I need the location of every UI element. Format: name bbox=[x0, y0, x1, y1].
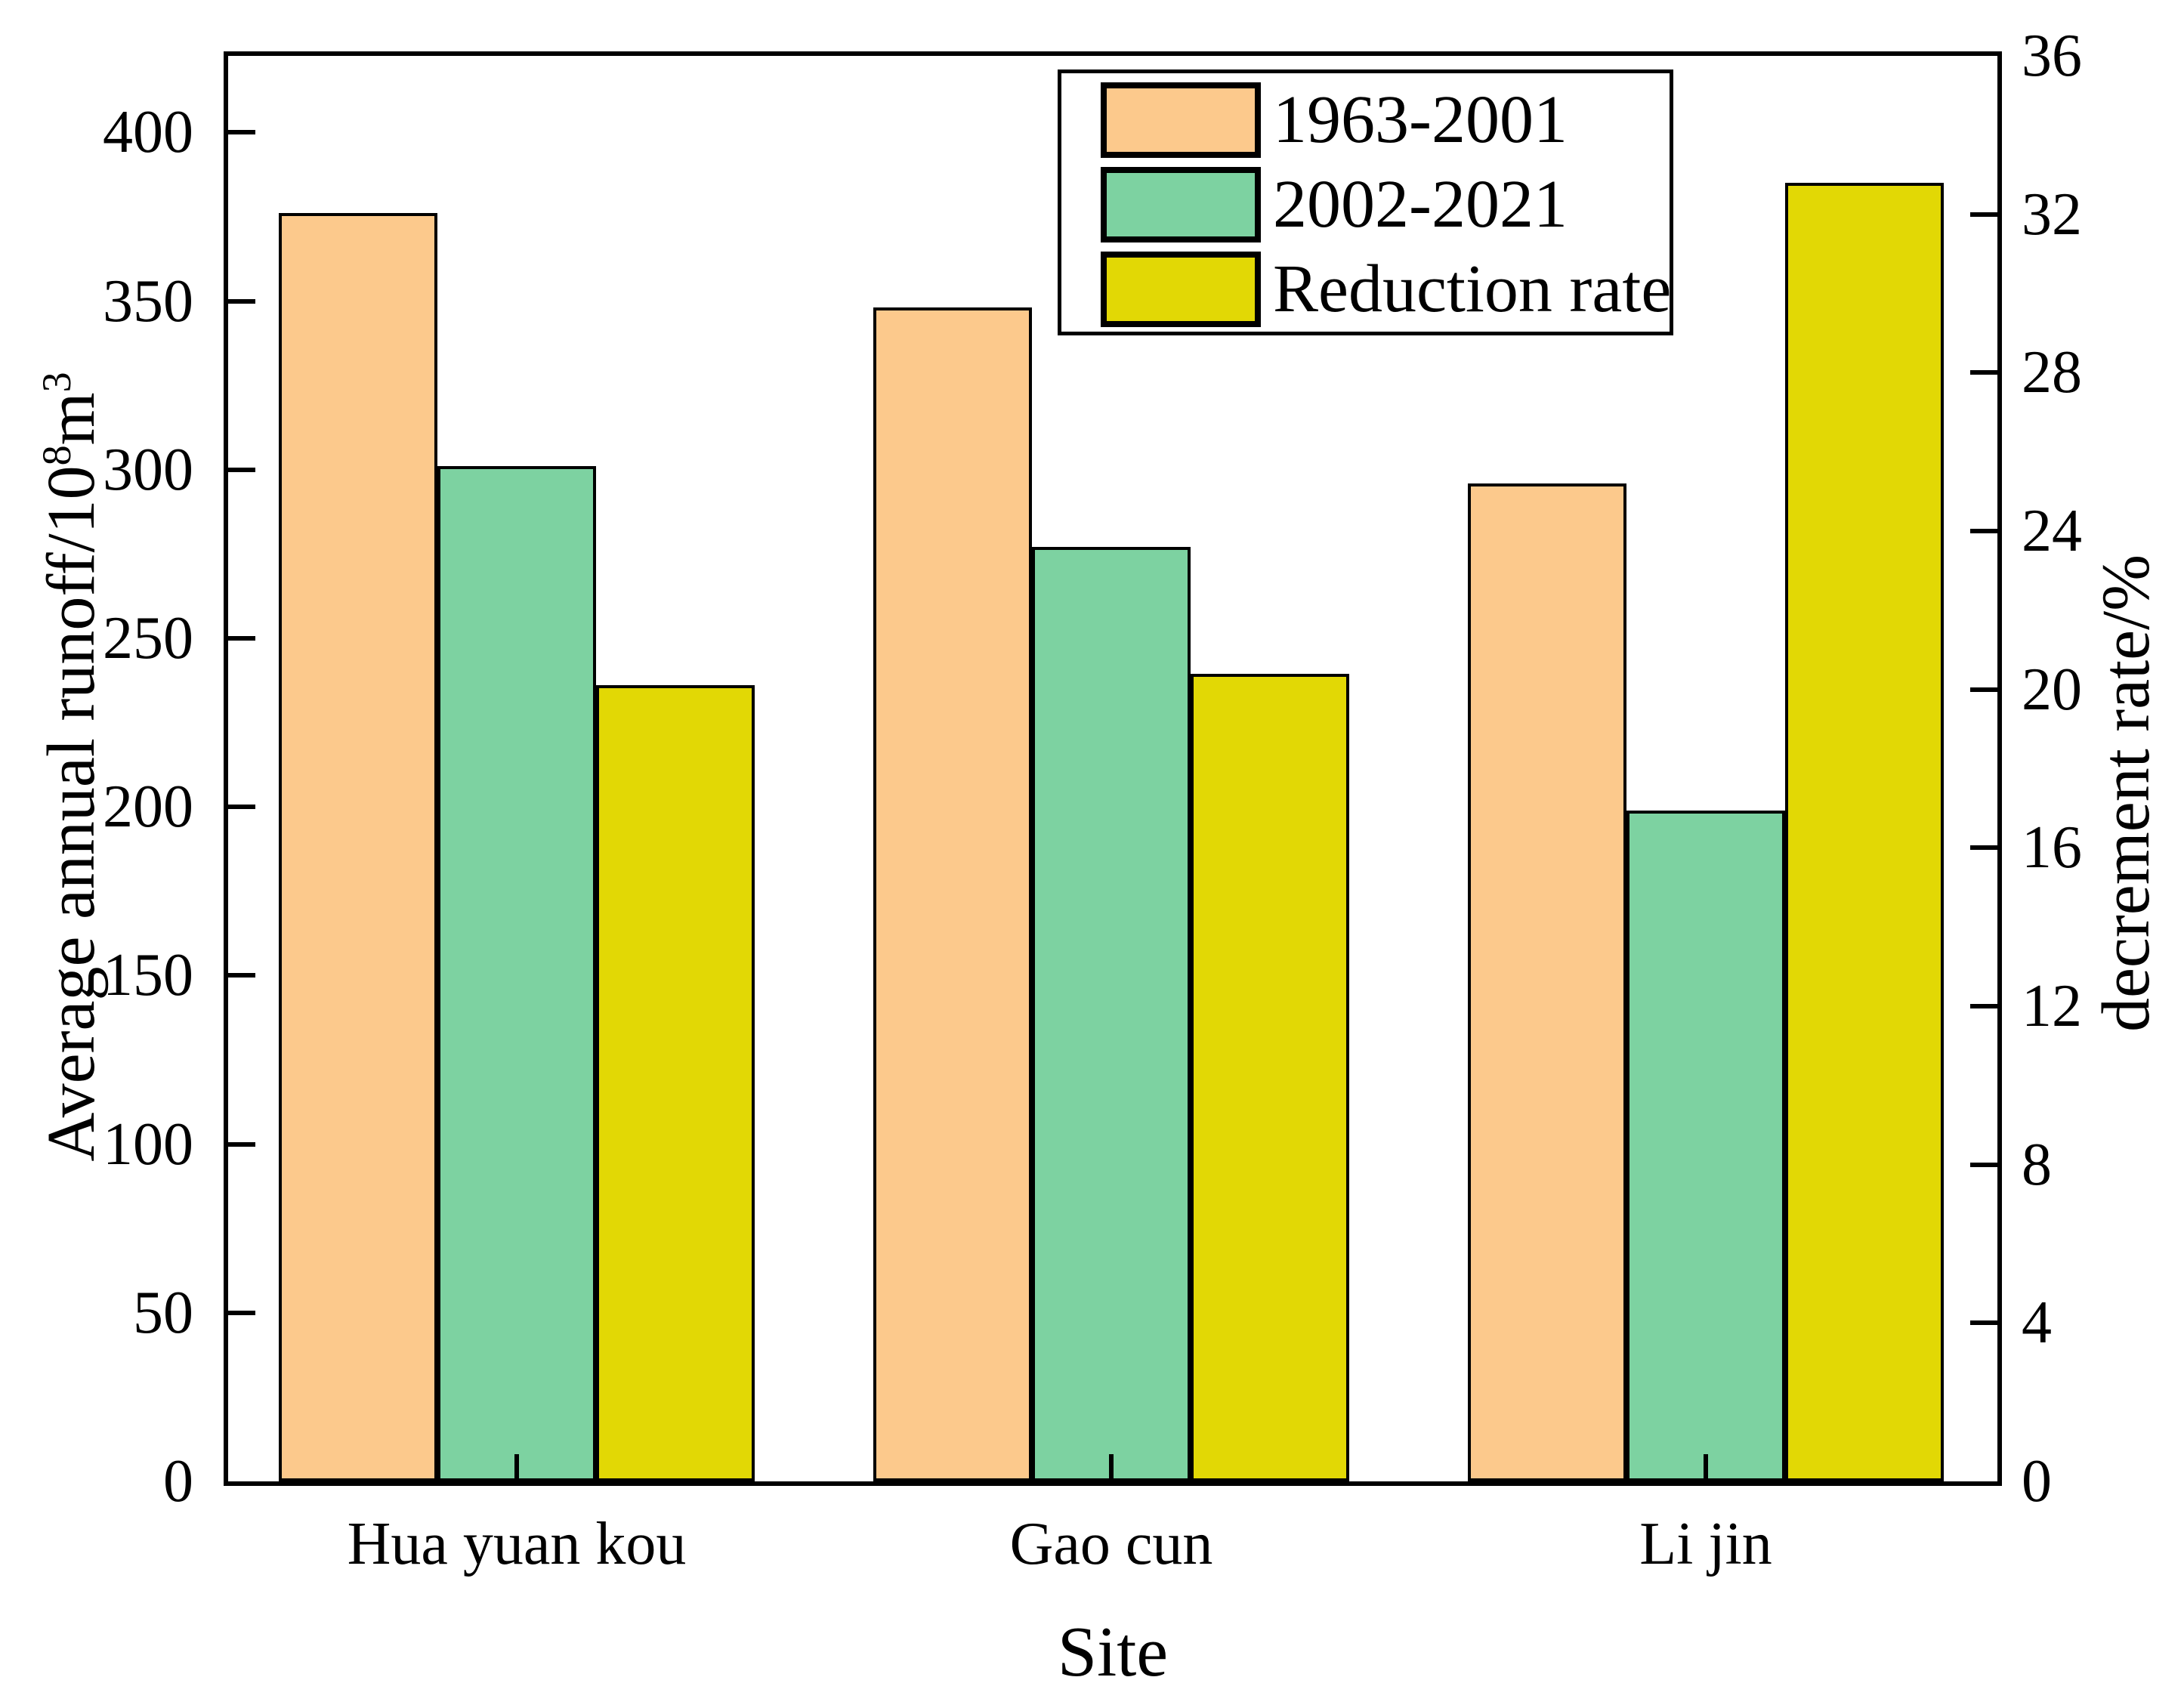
x-tick-mark-li-jin bbox=[1704, 1454, 1708, 1481]
y-left-tick-mark-150 bbox=[228, 973, 255, 978]
legend-swatch-1963-2001 bbox=[1101, 82, 1261, 158]
y-right-tick-mark-24 bbox=[1970, 529, 1997, 533]
bar-2002-2021-gao-cun bbox=[1032, 547, 1191, 1481]
x-category-label-hua-yuan-kou: Hua yuan kou bbox=[347, 1511, 687, 1577]
y-left-tick-label-150: 150 bbox=[103, 942, 193, 1008]
bar-reduction-rate-gao-cun bbox=[1191, 674, 1349, 1481]
y-left-tick-label-200: 200 bbox=[103, 774, 193, 840]
y-left-title-sup8: 8 bbox=[34, 445, 79, 466]
y-left-tick-label-50: 50 bbox=[133, 1280, 193, 1346]
y-right-tick-mark-16 bbox=[1970, 845, 1997, 850]
y-left-title-m: m bbox=[34, 392, 109, 446]
y-right-tick-mark-12 bbox=[1970, 1004, 1997, 1008]
y-right-tick-label-28: 28 bbox=[2022, 339, 2082, 406]
bar-1963-2001-hua-yuan-kou bbox=[279, 213, 437, 1481]
y-left-tick-mark-350 bbox=[228, 299, 255, 304]
y-right-tick-mark-8 bbox=[1970, 1163, 1997, 1167]
y-left-tick-label-300: 300 bbox=[103, 437, 193, 503]
bar-1963-2001-gao-cun bbox=[873, 307, 1032, 1481]
bar-1963-2001-li-jin bbox=[1468, 483, 1626, 1481]
y-right-tick-label-24: 24 bbox=[2022, 498, 2082, 564]
y-left-tick-mark-250 bbox=[228, 636, 255, 641]
y-right-tick-label-36: 36 bbox=[2022, 23, 2082, 89]
y-axis-left-title: Average annual runoff/108m3 bbox=[34, 372, 109, 1161]
legend-label: 2002-2021 bbox=[1273, 167, 1568, 242]
y-left-title-sup3: 3 bbox=[34, 372, 79, 393]
y-left-tick-label-100: 100 bbox=[103, 1111, 193, 1178]
legend-entry-reduction-rate: Reduction rate bbox=[1101, 247, 1672, 332]
bar-2002-2021-hua-yuan-kou bbox=[437, 466, 596, 1481]
bar-reduction-rate-hua-yuan-kou bbox=[596, 685, 755, 1481]
y-left-tick-label-0: 0 bbox=[163, 1448, 193, 1515]
y-right-tick-mark-32 bbox=[1970, 212, 1997, 217]
y-left-tick-label-250: 250 bbox=[103, 605, 193, 672]
y-left-tick-mark-50 bbox=[228, 1311, 255, 1315]
y-left-tick-label-400: 400 bbox=[103, 99, 193, 165]
y-left-title-text: Average annual runoff/10 bbox=[34, 465, 109, 1162]
y-right-tick-mark-28 bbox=[1970, 370, 1997, 375]
legend-swatch-reduction-rate bbox=[1101, 252, 1261, 327]
y-left-tick-mark-400 bbox=[228, 130, 255, 134]
x-axis-title: Site bbox=[1057, 1613, 1169, 1691]
legend-label: Reduction rate bbox=[1273, 252, 1672, 326]
y-right-tick-label-16: 16 bbox=[2022, 814, 2082, 881]
legend: 1963-2001 2002-2021 Reduction rate bbox=[1058, 69, 1673, 335]
y-right-tick-label-12: 12 bbox=[2022, 973, 2082, 1039]
y-left-tick-mark-200 bbox=[228, 805, 255, 809]
legend-swatch-2002-2021 bbox=[1101, 167, 1261, 242]
x-tick-mark-hua-yuan-kou bbox=[514, 1454, 519, 1481]
legend-entry-2002-2021: 2002-2021 bbox=[1101, 162, 1670, 247]
bar-2002-2021-li-jin bbox=[1626, 811, 1785, 1481]
y-right-tick-mark-4 bbox=[1970, 1320, 1997, 1325]
x-category-label-gao-cun: Gao cun bbox=[1009, 1511, 1213, 1577]
y-right-tick-mark-20 bbox=[1970, 687, 1997, 692]
y-left-tick-mark-100 bbox=[228, 1142, 255, 1147]
y-left-tick-mark-300 bbox=[228, 468, 255, 472]
y-right-tick-label-20: 20 bbox=[2022, 656, 2082, 723]
y-left-tick-label-350: 350 bbox=[103, 268, 193, 335]
y-right-tick-label-8: 8 bbox=[2022, 1132, 2052, 1198]
x-tick-mark-gao-cun bbox=[1109, 1454, 1114, 1481]
bar-reduction-rate-li-jin bbox=[1785, 183, 1944, 1481]
y-right-tick-label-4: 4 bbox=[2022, 1289, 2052, 1356]
y-right-tick-label-0: 0 bbox=[2022, 1448, 2052, 1515]
legend-label: 1963-2001 bbox=[1273, 82, 1568, 157]
legend-entry-1963-2001: 1963-2001 bbox=[1101, 78, 1670, 162]
y-axis-right-title: decrement rate/% bbox=[2089, 554, 2164, 1033]
x-category-label-li-jin: Li jin bbox=[1639, 1511, 1772, 1577]
y-right-tick-label-32: 32 bbox=[2022, 181, 2082, 248]
